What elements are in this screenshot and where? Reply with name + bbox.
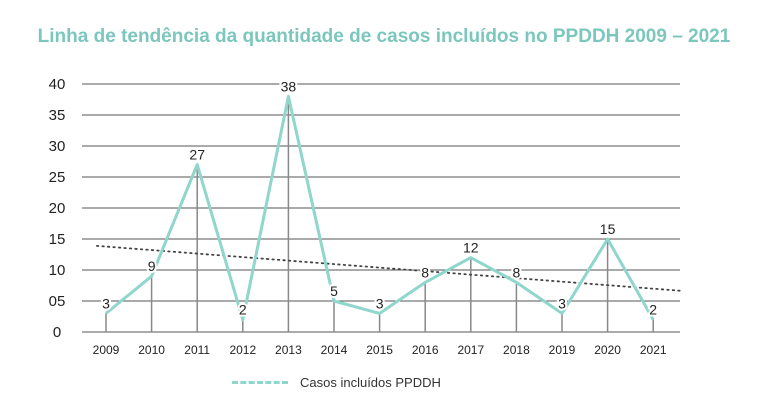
legend-line-swatch — [232, 380, 288, 384]
legend-label: Casos incluídos PPDDH — [300, 374, 441, 390]
x-tick-label: 2018 — [503, 343, 530, 357]
x-tick-label: 2014 — [321, 343, 348, 357]
grid-lines — [82, 83, 680, 333]
x-tick-label: 2015 — [366, 343, 393, 357]
data-label: 8 — [421, 264, 429, 280]
data-label: 3 — [376, 295, 384, 311]
data-label: 3 — [102, 295, 110, 311]
y-tick-label: 40 — [49, 76, 66, 93]
y-tick-label: 25 — [49, 169, 66, 186]
trend-line — [95, 244, 681, 292]
x-tick-label: 2012 — [229, 343, 256, 357]
trend-line-path — [95, 244, 681, 292]
y-tick-labels: 0 05 10 15 20 25 30 35 40 — [49, 76, 66, 341]
data-label: 27 — [189, 147, 205, 163]
x-tick-label: 2021 — [640, 343, 667, 357]
x-tick-label: 2013 — [275, 343, 302, 357]
legend: Casos incluídos PPDDH — [232, 372, 441, 392]
y-tick-label: 0 — [53, 324, 61, 341]
x-tick-label: 2009 — [93, 343, 120, 357]
series-line — [105, 94, 655, 322]
y-tick-label: 05 — [49, 293, 66, 310]
data-label: 15 — [600, 221, 616, 237]
x-tick-labels: 2009 2010 2011 2012 2013 2014 2015 2016 2017 2018… — [93, 343, 667, 357]
data-label: 9 — [148, 258, 156, 274]
data-label: 12 — [463, 240, 479, 256]
x-tick-label: 2017 — [457, 343, 484, 357]
x-tick-label: 2016 — [412, 343, 439, 357]
data-label: 8 — [513, 264, 521, 280]
y-tick-label: 30 — [49, 138, 66, 155]
data-label: 38 — [281, 78, 297, 94]
y-tick-label: 20 — [49, 200, 66, 217]
x-tick-label: 2019 — [549, 343, 576, 357]
x-tick-label: 2010 — [138, 343, 165, 357]
chart-title: Linha de tendência da quantidade de caso… — [37, 26, 731, 47]
y-tick-label: 35 — [49, 107, 66, 124]
data-label: 2 — [649, 302, 657, 318]
data-label: 2 — [239, 302, 247, 318]
x-tick-label: 2011 — [184, 343, 210, 357]
data-label: 3 — [558, 295, 566, 311]
data-label: 5 — [330, 283, 338, 299]
series-line-path — [105, 94, 655, 322]
y-tick-label: 10 — [49, 262, 66, 279]
value-stems — [105, 96, 654, 332]
x-tick-label: 2020 — [594, 343, 621, 357]
y-tick-label: 15 — [49, 231, 66, 248]
